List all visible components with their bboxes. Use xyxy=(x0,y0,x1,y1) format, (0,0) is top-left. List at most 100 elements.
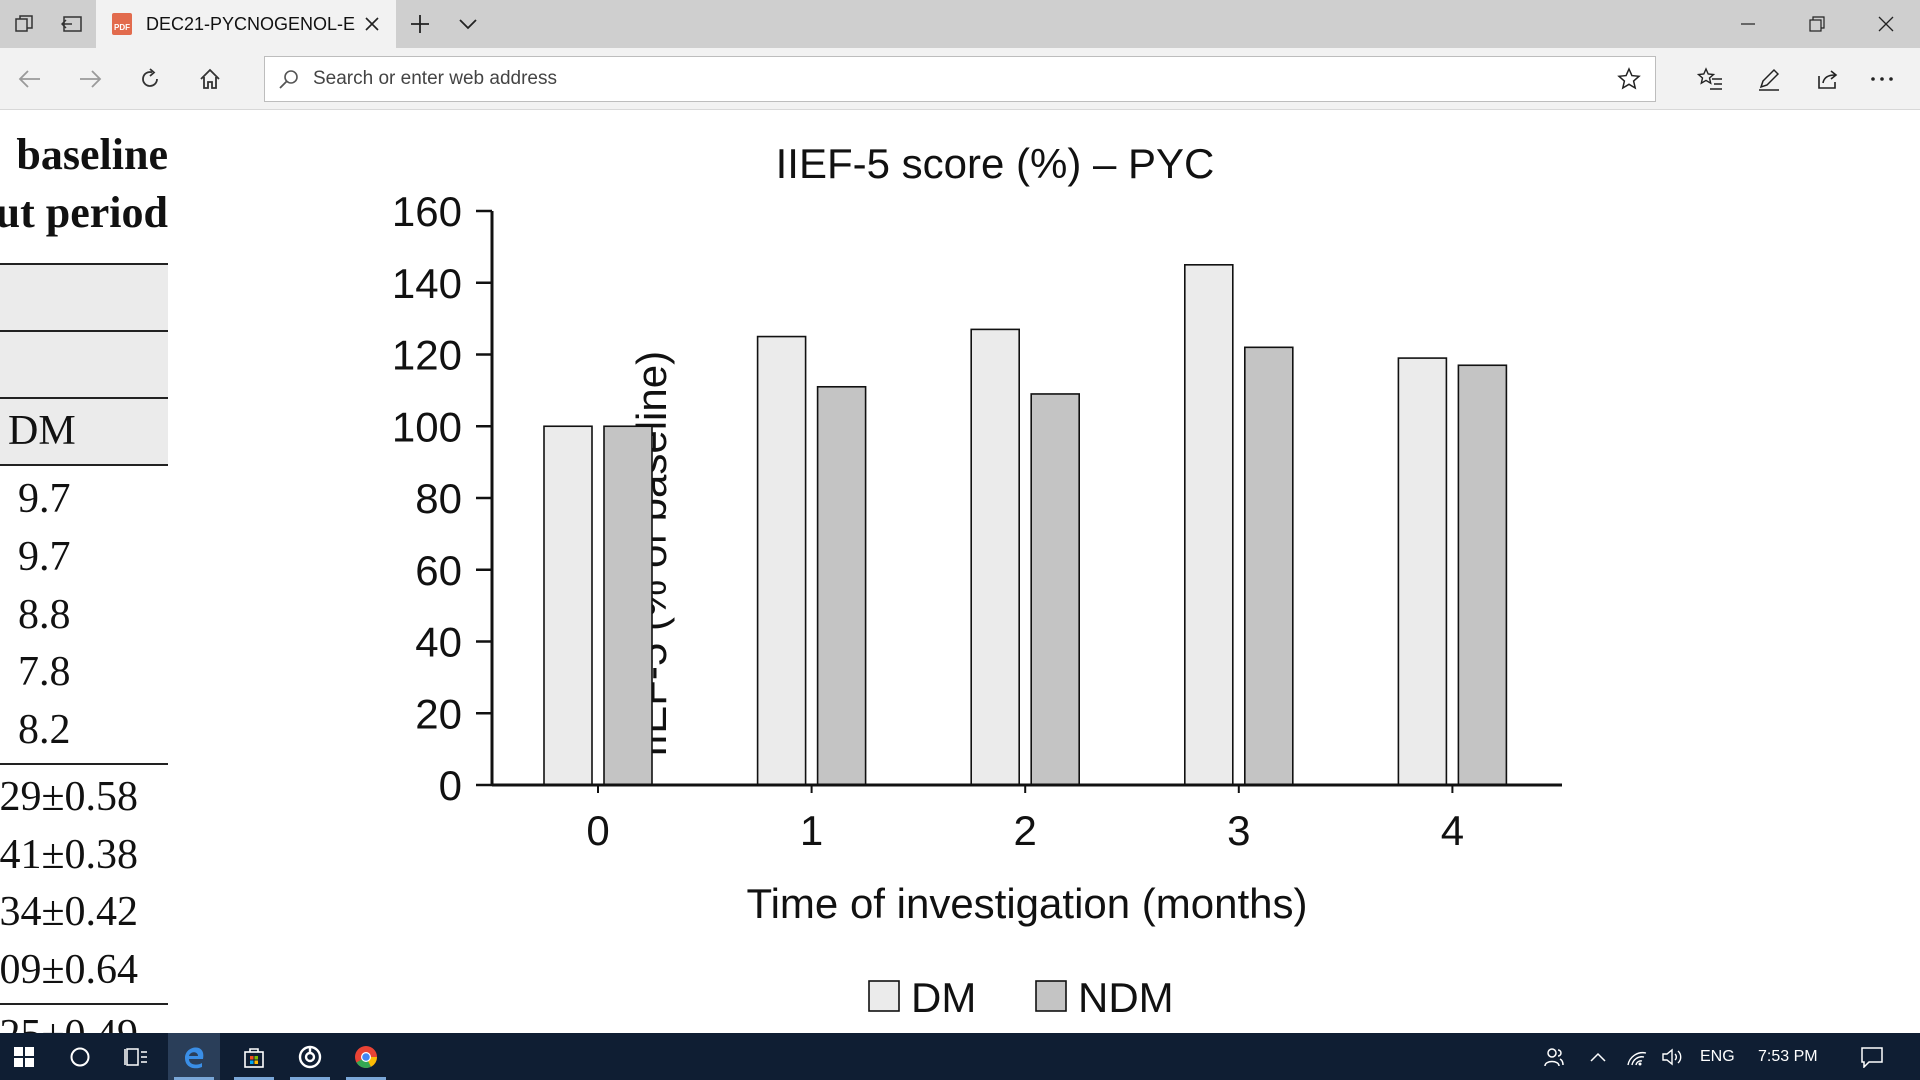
legend-swatch-ndm xyxy=(1035,980,1067,1012)
table-shaded-row xyxy=(0,332,168,397)
bar-ndm-2 xyxy=(1030,393,1081,786)
x-tick-label: 4 xyxy=(1441,807,1464,854)
title-bar: PDF DEC21-PYCNOGENOL-E xyxy=(0,0,1920,48)
bar-dm-4 xyxy=(1397,357,1448,786)
home-icon[interactable] xyxy=(190,59,230,99)
chevron-up-icon[interactable] xyxy=(1580,1033,1616,1080)
y-tick-label: 100 xyxy=(392,403,462,450)
mean-value: 41±0.38 xyxy=(0,832,138,878)
mean-value: 34±0.42 xyxy=(0,889,138,935)
y-tick-label: 20 xyxy=(415,690,462,737)
minimize-icon[interactable] xyxy=(1713,0,1782,48)
forward-icon[interactable] xyxy=(70,59,110,99)
table-rule xyxy=(0,330,168,332)
chevron-down-icon[interactable] xyxy=(444,0,492,48)
bar-ndm-3 xyxy=(1243,346,1294,786)
windows-start-icon[interactable] xyxy=(0,1033,48,1080)
table-rule xyxy=(0,263,168,265)
chart-canvas: IIEF-5 score (%) – PYC IIEF-5 (% of base… xyxy=(392,140,1562,1021)
volume-icon[interactable] xyxy=(1656,1033,1690,1080)
legend-label-dm: DM xyxy=(911,974,976,1021)
dm-value: 8.8 xyxy=(18,592,71,638)
share-icon[interactable] xyxy=(1808,59,1848,99)
tab-actions-icon[interactable] xyxy=(0,0,48,48)
task-view-icon[interactable] xyxy=(112,1033,160,1080)
bar-dm-1 xyxy=(756,335,807,786)
bar-dm-3 xyxy=(1183,264,1234,786)
chrome-icon[interactable] xyxy=(340,1033,392,1080)
table-header-line-1: baseline xyxy=(16,130,168,179)
refresh-icon[interactable] xyxy=(130,59,170,99)
y-tick-label: 60 xyxy=(415,547,462,594)
x-tick-label: 3 xyxy=(1227,807,1250,854)
table-rule xyxy=(0,464,168,466)
tab-active[interactable]: PDF DEC21-PYCNOGENOL-E xyxy=(96,0,396,48)
windows-taskbar: ENG 7:53 PM xyxy=(0,1033,1920,1080)
bar-ndm-4 xyxy=(1457,364,1508,786)
navigation-bar xyxy=(0,48,1920,110)
table-shaded-row xyxy=(0,399,168,464)
pen-notes-icon[interactable] xyxy=(1749,59,1789,99)
set-tabs-aside-icon[interactable] xyxy=(48,0,96,48)
mean-value: 29±0.58 xyxy=(0,774,138,820)
close-window-icon[interactable] xyxy=(1851,0,1920,48)
x-axis-label: Time of investigation (months) xyxy=(747,880,1308,927)
pdf-document-view[interactable]: baseline ut period DM 9.7 9.7 8.8 7.8 8.… xyxy=(0,111,1920,1033)
close-tab-icon[interactable] xyxy=(358,10,386,38)
people-icon[interactable] xyxy=(1534,1033,1574,1080)
address-input[interactable] xyxy=(313,68,1603,90)
favorite-star-icon[interactable] xyxy=(1603,67,1655,91)
table-shaded-row xyxy=(0,265,168,330)
dm-value: 9.7 xyxy=(18,534,71,580)
store-icon[interactable] xyxy=(228,1033,280,1080)
favorites-hub-icon[interactable] xyxy=(1690,59,1730,99)
table-rule xyxy=(0,763,168,765)
bar-ndm-0 xyxy=(603,425,653,786)
edge-browser-taskbar-icon[interactable] xyxy=(168,1033,220,1080)
bar-dm-2 xyxy=(970,328,1021,786)
dm-value: 8.2 xyxy=(18,707,71,753)
chart-title: IIEF-5 score (%) – PYC xyxy=(776,140,1215,187)
restore-icon[interactable] xyxy=(1782,0,1851,48)
legend-swatch-dm xyxy=(868,980,900,1012)
table-rule xyxy=(0,397,168,399)
action-center-icon[interactable] xyxy=(1848,1033,1896,1080)
open-indicator xyxy=(234,1077,274,1080)
x-tick-label: 1 xyxy=(800,807,823,854)
y-tick-label: 120 xyxy=(392,332,462,379)
table-fragment: baseline ut period DM 9.7 9.7 8.8 7.8 8.… xyxy=(0,111,168,1033)
dm-value: 9.7 xyxy=(18,476,71,522)
legend-label-ndm: NDM xyxy=(1078,974,1174,1021)
address-bar[interactable] xyxy=(264,56,1656,102)
y-tick-label: 0 xyxy=(439,762,462,809)
open-indicator xyxy=(290,1077,330,1080)
app-ring-icon[interactable] xyxy=(284,1033,336,1080)
table-rule xyxy=(0,1003,168,1005)
active-indicator xyxy=(174,1077,214,1080)
wifi-icon[interactable] xyxy=(1620,1033,1654,1080)
x-tick-label: 0 xyxy=(586,807,609,854)
bar-ndm-1 xyxy=(816,385,867,786)
y-tick-label: 140 xyxy=(392,260,462,307)
search-icon xyxy=(265,68,313,90)
mean-value: 09±0.64 xyxy=(0,947,138,993)
column-header-dm: DM xyxy=(8,408,76,454)
bar-chart: IIEF-5 score (%) – PYC IIEF-5 (% of base… xyxy=(300,111,1600,1033)
table-header-line-2: ut period xyxy=(0,188,168,237)
more-options-icon[interactable] xyxy=(1862,59,1902,99)
y-tick-label: 160 xyxy=(392,188,462,235)
y-tick-label: 80 xyxy=(415,475,462,522)
x-tick-label: 2 xyxy=(1014,807,1037,854)
open-indicator xyxy=(346,1077,386,1080)
language-indicator[interactable]: ENG xyxy=(1700,1047,1735,1065)
back-icon[interactable] xyxy=(10,59,50,99)
bar-dm-0 xyxy=(543,425,593,786)
clock[interactable]: 7:53 PM xyxy=(1758,1047,1818,1065)
dm-value: 7.8 xyxy=(18,649,71,695)
y-tick-label: 40 xyxy=(415,619,462,666)
new-tab-icon[interactable] xyxy=(396,0,444,48)
pdf-file-icon: PDF xyxy=(112,13,132,35)
cortana-search-icon[interactable] xyxy=(56,1033,104,1080)
tab-title: DEC21-PYCNOGENOL-E xyxy=(146,13,356,34)
mean-value: 25±0.49 xyxy=(0,1011,138,1033)
